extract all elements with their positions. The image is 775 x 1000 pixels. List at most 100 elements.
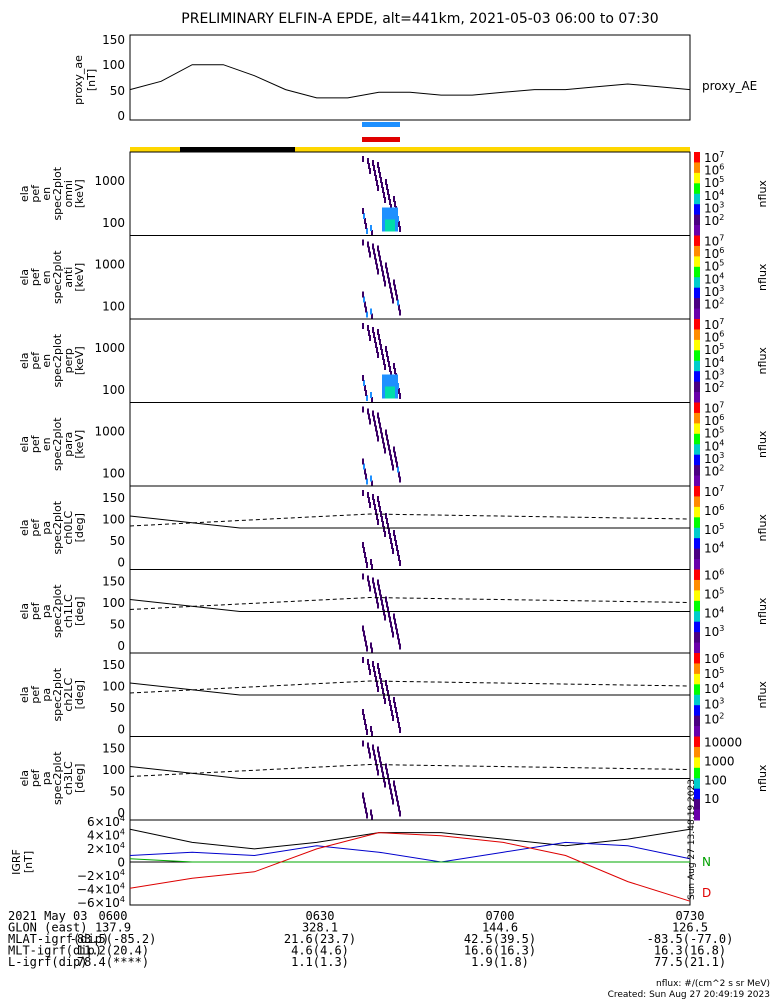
spec-pixel (397, 800, 399, 807)
spec-pixel (381, 599, 383, 606)
ae-frame (129, 34, 691, 121)
spec-pixel (370, 308, 372, 315)
footer-value-4-3: 77.5(21.1) (654, 955, 726, 969)
spec-pixel (376, 514, 378, 520)
spec-pixel (397, 633, 399, 640)
ytick-pa_ch1-3: 0 (117, 639, 125, 653)
colorbar-swatch (694, 809, 700, 821)
spec-pixel (365, 306, 367, 313)
cbar-tick-pa_ch1-0: 106 (704, 568, 724, 583)
sci-zone-blue-bar (362, 122, 400, 127)
ae-ytick-50: 50 (110, 84, 125, 98)
ytick-en_perp-0: 1000 (94, 341, 125, 355)
colorbar-swatch (694, 454, 700, 466)
plot-title: PRELIMINARY ELFIN-A EPDE, alt=441km, 202… (181, 11, 658, 27)
spec-pixel (384, 197, 386, 203)
cbar-label-en_omni: nflux (756, 180, 769, 208)
spec-pixel (370, 726, 372, 732)
spec-pixel (377, 519, 379, 525)
loss-cone-solid (129, 682, 690, 696)
footer-value-3-3: 16.3(16.8) (654, 944, 726, 958)
spec-pixel (388, 778, 390, 785)
colorbar-swatch (694, 339, 700, 351)
cbar-tick-en_para-1: 106 (704, 413, 724, 428)
spec-pixel (387, 773, 389, 780)
spectrogram-data-en_para (362, 406, 401, 487)
orbit-bar-dark-segment (180, 147, 295, 152)
cbar-tick-pa_ch1-2: 104 (704, 605, 724, 620)
spec-pixel (374, 170, 376, 176)
spec-pixel (384, 364, 386, 370)
colorbar-swatch (694, 204, 700, 216)
ylabel-en_omni-1: pef (29, 184, 42, 203)
spec-pixel (375, 175, 377, 181)
spec-pixel (378, 501, 380, 507)
spec-pixel (373, 582, 375, 589)
colorbar-swatch (694, 183, 700, 195)
spec-pixel (377, 769, 379, 776)
ylabel-pa_ch1-5: [deg] (73, 597, 86, 626)
colorbar-swatch (694, 590, 700, 602)
ylabel-pa_ch0-2: pa (40, 521, 53, 535)
spec-pixel (378, 167, 380, 173)
spec-pixel (390, 538, 392, 544)
spec-pixel (372, 661, 374, 667)
spec-pixel (377, 746, 379, 753)
igrf-series-blue (129, 841, 691, 863)
cbar-label-en_anti: nflux (756, 263, 769, 291)
spec-pixel (378, 584, 380, 591)
spec-pixel (373, 165, 375, 171)
cbar-tick-en_anti-2: 105 (704, 259, 724, 274)
colorbar-swatch (694, 767, 700, 779)
colorbar-swatch (694, 329, 700, 341)
cbar-tick-en_omni-1: 106 (704, 163, 724, 178)
spec-pixel (370, 225, 372, 231)
spec-pixel (374, 587, 376, 594)
spec-pixel (397, 717, 399, 723)
spec-pixel (392, 798, 394, 805)
colorbar-swatch (694, 736, 700, 748)
ylabel-en_para-2: en (40, 437, 53, 451)
spec-pixel (394, 201, 396, 207)
cbar-tick-en_perp-1: 106 (704, 330, 724, 345)
ytick-en_anti-0: 1000 (94, 258, 125, 272)
spec-pixel (365, 807, 367, 814)
spec-pixel (377, 268, 379, 275)
spec-pixel (385, 513, 387, 519)
spec-pixel (375, 592, 377, 599)
spec-pixel (390, 287, 392, 294)
ylabel-en_anti-3: spec2plot (51, 250, 64, 304)
spec-pixel (385, 346, 387, 352)
spec-pixel (362, 542, 364, 548)
cbar-label-pa_ch1: nflux (756, 597, 769, 625)
igrf-ytick-4: −2×104 (77, 868, 125, 883)
spec-pixel (362, 156, 364, 162)
colorbar-swatch (694, 579, 700, 591)
spec-pixel (390, 454, 392, 461)
spec-pixel (398, 722, 400, 728)
spec-pixel (376, 263, 378, 270)
ytick-en_omni-1: 100 (102, 216, 125, 230)
colorbar-swatch (694, 162, 700, 174)
spec-pixel (370, 392, 372, 398)
cbar-tick-en_para-3: 104 (704, 438, 724, 453)
cbar-label-pa_ch0: nflux (756, 514, 769, 542)
spec-pixel (393, 530, 395, 536)
spec-pixel (383, 609, 385, 616)
spec-pixel (365, 724, 367, 730)
spec-pixel (378, 751, 380, 758)
spec-pixel (368, 163, 370, 169)
spec-pixel (396, 628, 398, 635)
ylabel-pa_ch2-4: ch2LC (62, 678, 75, 712)
ylabel-en_omni-3: spec2plot (51, 166, 64, 220)
spec-pixel (382, 270, 384, 277)
ytick-pa_ch0-1: 100 (102, 513, 125, 527)
cbar-tick-en_anti-1: 106 (704, 246, 724, 261)
spec-pixel (396, 712, 398, 718)
spec-pixel (379, 756, 381, 763)
spec-pixel (377, 162, 379, 168)
colorbar-swatch (694, 360, 700, 372)
spec-pixel (390, 621, 392, 628)
